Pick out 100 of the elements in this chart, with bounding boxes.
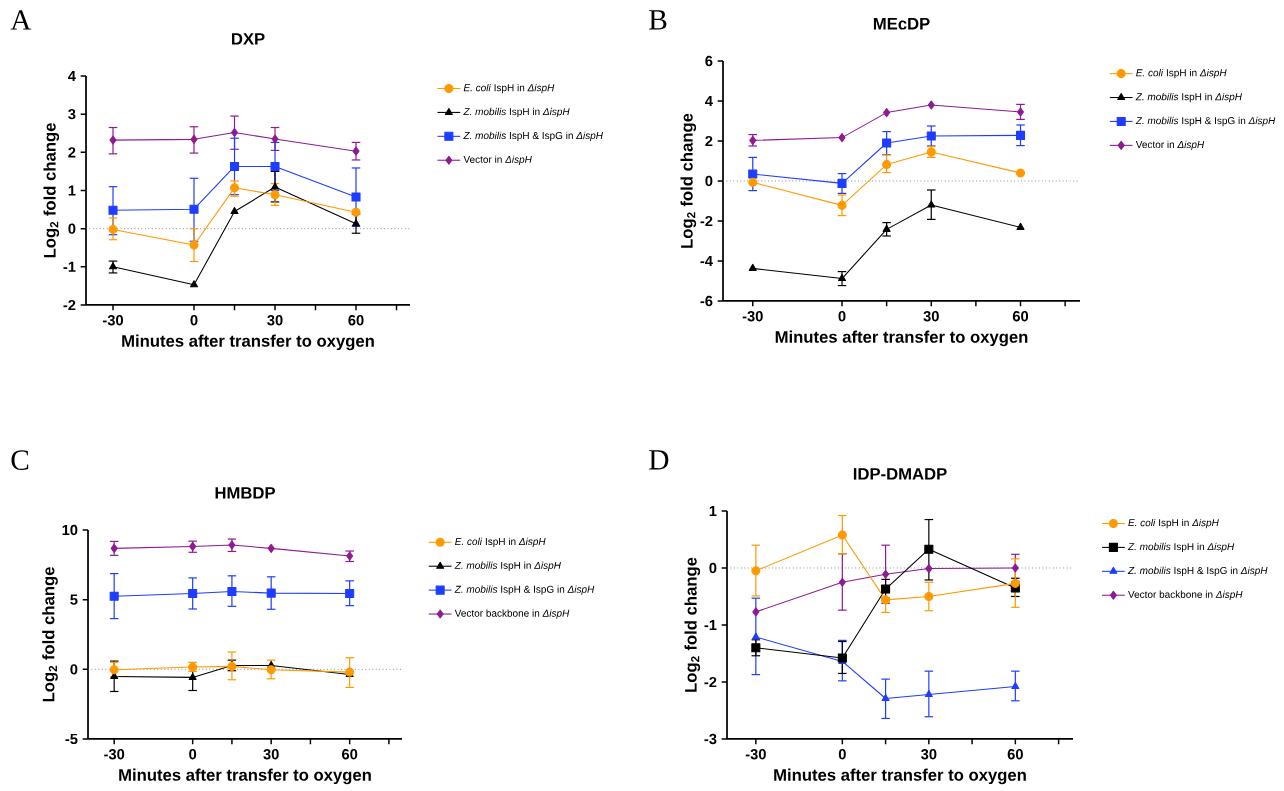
y-axis-title: Log$_{2}$ fold change [680,113,697,248]
x-axis-title: Minutes after transfer to oxygen [775,330,1028,347]
point [751,566,761,576]
point [751,643,761,653]
y-axis-title: Log$_{2}$ fold change [43,123,60,258]
legend-label: Vector in ΔispH [463,155,532,165]
point [271,182,280,190]
legend-label: E. coli IspH in ΔispH [1136,69,1227,79]
x-tick-label: 30 [267,315,283,326]
legend-label: Z. mobilis IspH & IspG in ΔispH [1135,116,1276,127]
point [189,204,199,214]
point [109,591,119,601]
point [230,127,239,138]
y-tick-label: -4 [700,255,713,267]
chart-title: IDP-DMADP [853,468,947,480]
text: C [11,450,29,470]
legend-label: Vector backbone in ΔispH [454,609,570,619]
point [230,206,239,215]
chart-title: MEcDP [873,18,930,30]
legend-label: Vector in ΔispH [1135,140,1205,151]
point [271,134,279,144]
legend-label: Z. mobilis IspH & IspG in ΔispH [1127,566,1268,577]
point [882,138,892,148]
point [883,108,891,118]
x-tick-label: 60 [1012,311,1029,322]
point [352,146,360,156]
y-tick-label: 0 [709,562,717,574]
legend-label: Z. mobilis IspH & IspG in ΔispH [463,131,603,142]
point [881,584,891,594]
y-tick-label: 0 [68,223,76,234]
point [229,161,240,171]
x-tick-label: -30 [745,749,766,760]
x-tick-label: 60 [342,749,358,760]
y-tick-label: -1 [63,261,76,272]
point [270,190,280,200]
y-tick-label: 6 [705,55,713,67]
y-tick-label: -2 [704,676,717,688]
y-tick-label: 1 [709,505,717,517]
point [1011,682,1020,690]
y-tick-label: -6 [700,295,713,307]
point [881,595,891,605]
y-tick-label: -5 [65,733,78,745]
point [189,240,199,250]
y-tick-label: 1 [68,185,76,196]
point [837,530,847,540]
point [351,192,361,202]
point [190,280,199,288]
point [267,543,275,553]
point [1016,222,1025,230]
point [1015,168,1026,178]
point [109,135,117,145]
text: A [10,10,32,30]
legend-label: Z. mobilis IspH in ΔispH [1127,542,1235,553]
point [838,274,847,282]
point [881,693,890,702]
point [837,200,847,210]
point [838,577,846,587]
point [266,665,276,675]
point [229,183,240,193]
legend-label: Z. mobilis IspH in ΔispH [1135,92,1242,103]
legend-label: Z. mobilis IspH & IspG in ΔispH [454,585,595,595]
legend-label: E. coli IspH in ΔispH [463,83,555,94]
x-tick-label: -30 [102,315,123,326]
x-tick-label: 30 [263,749,279,760]
point [351,207,361,217]
point [925,564,933,574]
point [752,607,760,617]
point [108,224,118,234]
x-tick-label: 60 [348,315,364,326]
point [188,588,198,599]
point [1010,578,1020,588]
x-tick-label: -30 [104,749,125,760]
legend-label: E. coli IspH in ΔispH [1128,518,1219,529]
point [109,665,119,675]
x-tick-label: 0 [189,749,197,760]
y-tick-label: 0 [705,175,713,187]
point [748,263,757,271]
y-tick-label: 10 [62,524,78,536]
point [1015,130,1026,140]
legend-label: Z. mobilis IspH in ΔispH [454,561,561,571]
y-tick-label: -1 [704,619,717,631]
x-tick-label: 0 [838,749,846,760]
point [751,632,760,640]
y-tick-label: 2 [68,147,76,158]
legend-label: E. coli IspH in ΔispH [455,537,546,547]
y-tick-label: -2 [63,299,76,311]
point [108,205,118,215]
point [838,133,846,143]
y-tick-label: 3 [68,108,76,120]
point [188,672,197,680]
chart-title: HMBDP [215,487,275,499]
point [882,160,892,170]
y-tick-label: -2 [700,215,713,227]
point [882,569,890,579]
point [837,178,847,188]
x-tick-label: 60 [1007,749,1023,760]
text: B [649,10,667,30]
point [352,219,361,227]
y-tick-label: 5 [70,594,78,605]
point [748,177,758,187]
